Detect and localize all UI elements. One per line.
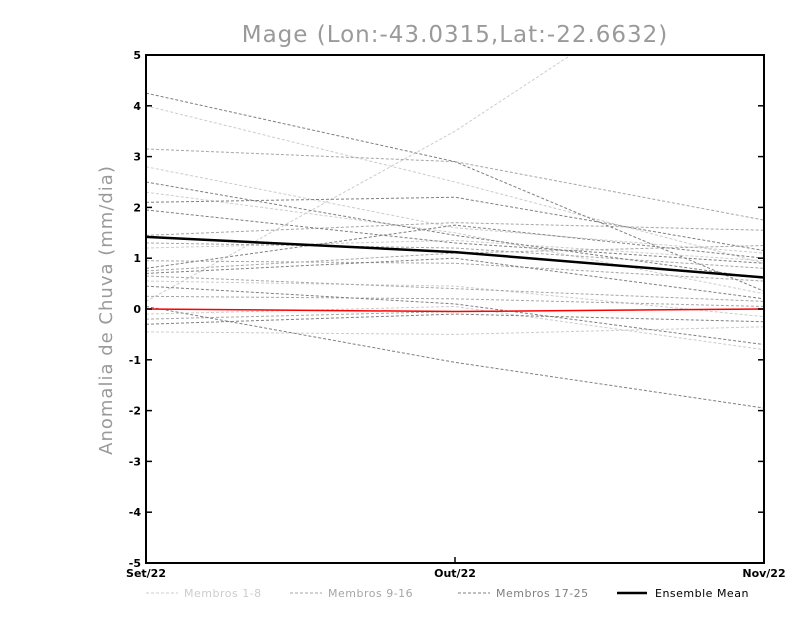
legend: Membros 1-8 Membros 9-16 Membros 17-25 Ense… (146, 587, 749, 600)
series-layer (146, 55, 764, 409)
member-line-m20 (146, 209, 764, 264)
member-line-m21 (146, 224, 764, 269)
member-line-m06 (146, 280, 764, 318)
member-line-m01 (146, 55, 572, 302)
x-tick-label: Out/22 (434, 567, 476, 580)
y-tick-label: -4 (129, 506, 142, 519)
y-tick-label: -2 (129, 405, 141, 418)
y-tick-label: 4 (133, 100, 141, 113)
zero-reference-line (146, 308, 764, 313)
member-line-m12 (146, 275, 764, 302)
x-tick-label: Set/22 (126, 567, 166, 580)
member-line-m05 (146, 239, 764, 262)
member-line-m07 (146, 326, 764, 335)
y-tick-label: 1 (133, 252, 141, 265)
member-line-m18 (146, 181, 764, 280)
y-tick-label: -3 (129, 455, 141, 468)
y-tick-label: 0 (133, 303, 141, 316)
axes-layer: -5 -4 -3 -2 -1 0 1 2 3 4 5 Set/22 Out/22 Nov/22 (126, 49, 786, 580)
member-line-m03 (146, 166, 764, 254)
member-line-m02 (146, 105, 764, 264)
y-axis-label: Anomalia de Chuva (mm/dia) (96, 165, 117, 455)
legend-label-1: Membros 9-16 (328, 587, 413, 600)
x-tick-label: Nov/22 (742, 567, 785, 580)
member-line-m10 (146, 242, 764, 269)
y-tick-label: 5 (133, 49, 141, 62)
member-line-m13 (146, 295, 764, 307)
member-line-m11 (146, 245, 764, 272)
y-tick-label: 2 (133, 201, 141, 214)
legend-label-3: Ensemble Mean (655, 587, 749, 600)
member-line-m22 (146, 285, 764, 346)
member-line-m15 (146, 222, 764, 236)
legend-label-0: Membros 1-8 (184, 587, 262, 600)
member-line-m16 (146, 260, 764, 282)
y-tick-label: -5 (129, 557, 141, 570)
member-line-m09 (146, 148, 764, 221)
legend-label-2: Membros 17-25 (496, 587, 589, 600)
member-line-m04 (146, 191, 764, 295)
y-tick-label: -1 (129, 354, 141, 367)
member-line-m14 (146, 308, 764, 320)
member-line-m24 (146, 313, 764, 325)
member-line-m08 (146, 305, 764, 351)
member-line-m17 (146, 92, 764, 292)
ensemble-mean-line (146, 235, 764, 279)
member-line-m23 (146, 305, 764, 409)
member-line-m25 (146, 257, 764, 300)
chart-title: Mage (Lon:-43.0315,Lat:-22.6632) (242, 22, 669, 48)
y-tick-label: 3 (133, 151, 141, 164)
